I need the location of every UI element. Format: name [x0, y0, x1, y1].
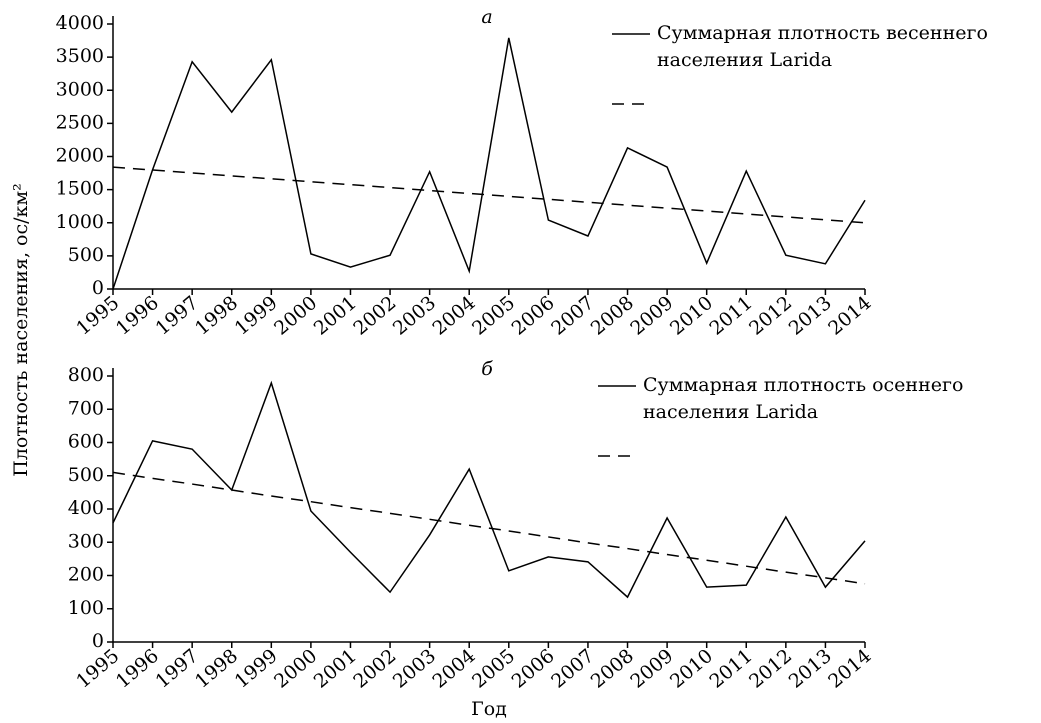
panel-title: а [481, 6, 492, 28]
y-tick-label: 2000 [56, 145, 104, 167]
x-tick-label: 2010 [666, 292, 717, 340]
series-line [112, 166, 866, 224]
x-tick-label: 1997 [151, 292, 202, 340]
x-tick-label: 2008 [587, 645, 638, 693]
legend-label: Суммарная плотность весеннего населения L… [657, 22, 988, 71]
legend-label: Суммарная плотность осеннего населения La… [643, 374, 963, 423]
x-tick-label: 1996 [112, 645, 163, 693]
x-tick-label: 2003 [389, 292, 440, 340]
y-tick-label: 700 [68, 397, 104, 419]
y-tick-label: 4000 [56, 12, 104, 34]
x-tick-label: 2011 [706, 292, 757, 340]
x-axis-label: Год [471, 698, 507, 720]
x-tick-label: 1998 [191, 645, 242, 693]
x-tick-label: 2004 [428, 292, 479, 340]
x-tick-label: 2005 [468, 645, 519, 693]
x-tick-label: 2014 [824, 645, 875, 693]
y-tick-label: 300 [68, 530, 104, 552]
y-tick-label: 500 [68, 464, 104, 486]
x-tick-label: 2009 [626, 292, 677, 340]
y-tick-label: 500 [68, 244, 104, 266]
x-tick-label: 1999 [231, 645, 282, 693]
x-tick-label: 2012 [745, 292, 796, 340]
x-tick-label: 2009 [626, 645, 677, 693]
x-tick-label: 2001 [310, 292, 361, 340]
series-line [112, 37, 866, 290]
x-tick-label: 1997 [151, 645, 202, 693]
y-tick-label: 600 [68, 431, 104, 453]
x-tick-label: 2000 [270, 292, 321, 340]
panel-title: б [481, 358, 493, 380]
x-tick-label: 2003 [389, 645, 440, 693]
y-tick-label: 2500 [56, 111, 104, 133]
x-tick-label: 2006 [508, 292, 559, 340]
x-tick-label: 2013 [785, 292, 836, 340]
x-tick-label: 2002 [349, 292, 400, 340]
y-tick-label: 1000 [56, 211, 104, 233]
y-tick-label: 3000 [56, 78, 104, 100]
x-tick-label: 1999 [231, 292, 282, 340]
x-tick-label: 2007 [547, 645, 598, 693]
x-tick-label: 2004 [428, 645, 479, 693]
x-tick-label: 2000 [270, 645, 321, 693]
x-tick-label: 2010 [666, 645, 717, 693]
y-tick-label: 200 [68, 564, 104, 586]
x-tick-label: 1996 [112, 292, 163, 340]
x-tick-label: 2006 [508, 645, 559, 693]
x-tick-label: 2014 [824, 292, 875, 340]
series-line [112, 380, 866, 599]
y-tick-label: 1500 [56, 178, 104, 200]
y-tick-label: 3500 [56, 45, 104, 67]
y-tick-label: 0 [92, 277, 104, 299]
y-tick-label: 400 [68, 497, 104, 519]
x-tick-label: 2013 [785, 645, 836, 693]
x-tick-label: 2007 [547, 292, 598, 340]
x-tick-label: 2011 [706, 645, 757, 693]
y-axis-label: Плотность населения, ос/км² [10, 183, 32, 477]
x-tick-label: 2008 [587, 292, 638, 340]
x-tick-label: 2012 [745, 645, 796, 693]
x-tick-label: 2005 [468, 292, 519, 340]
y-tick-label: 800 [68, 364, 104, 386]
x-tick-label: 2001 [310, 645, 361, 693]
x-tick-label: 1998 [191, 292, 242, 340]
x-tick-label: 2002 [349, 645, 400, 693]
series-line [112, 471, 866, 585]
y-tick-label: 0 [92, 630, 104, 652]
y-tick-label: 100 [68, 597, 104, 619]
